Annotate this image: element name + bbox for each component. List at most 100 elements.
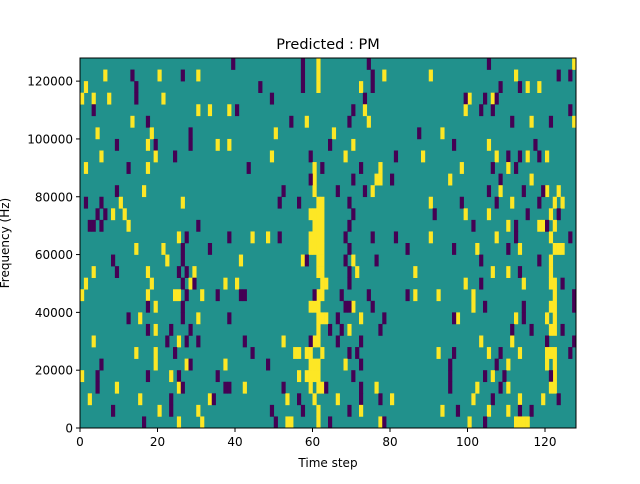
heatmap-cell-yellow bbox=[506, 381, 511, 394]
heatmap-cell-purple bbox=[277, 231, 282, 244]
heatmap-cell-yellow bbox=[304, 370, 309, 383]
heatmap-cell-yellow bbox=[200, 289, 205, 302]
heatmap-cell-yellow bbox=[184, 358, 189, 371]
heatmap-cell-yellow bbox=[316, 358, 321, 371]
heatmap-cell-yellow bbox=[316, 208, 321, 221]
heatmap-cell-yellow bbox=[506, 404, 511, 417]
heatmap-cell-purple bbox=[537, 196, 542, 209]
heatmap-cell-yellow bbox=[312, 393, 317, 406]
heatmap-cell-yellow bbox=[355, 266, 360, 278]
heatmap-cell-yellow bbox=[266, 231, 271, 244]
heatmap-cell-purple bbox=[343, 254, 348, 267]
heatmap-cell-yellow bbox=[227, 138, 232, 151]
heatmap-cell-yellow bbox=[510, 196, 515, 209]
heatmap-cell-yellow bbox=[153, 358, 158, 371]
heatmap-cell-yellow bbox=[552, 289, 557, 302]
heatmap-cell-purple bbox=[378, 393, 383, 406]
heatmap-cell-purple bbox=[134, 81, 139, 93]
heatmap-cell-yellow bbox=[548, 208, 554, 221]
heatmap-cell-yellow bbox=[316, 289, 321, 302]
heatmap-cell-yellow bbox=[312, 300, 317, 313]
heatmap-cell-purple bbox=[452, 347, 457, 359]
heatmap-cell-purple bbox=[180, 381, 185, 394]
heatmap-cell-purple bbox=[227, 231, 232, 244]
heatmap-cell-yellow bbox=[308, 381, 313, 394]
heatmap-cell-yellow bbox=[180, 196, 185, 209]
heatmap-cell-purple bbox=[506, 243, 511, 255]
heatmap-cell-yellow bbox=[413, 289, 418, 302]
heatmap-cell-yellow bbox=[552, 323, 557, 336]
heatmap-cell-purple bbox=[347, 219, 352, 232]
heatmap-cell-purple bbox=[362, 92, 368, 105]
heatmap-cell-purple bbox=[180, 300, 185, 313]
heatmap-cell-purple bbox=[556, 393, 561, 406]
heatmap-cell-yellow bbox=[316, 219, 321, 232]
heatmap-cell-purple bbox=[494, 358, 499, 371]
heatmap-cell-purple bbox=[269, 404, 275, 417]
heatmap-cell-purple bbox=[370, 69, 375, 82]
x-tick-label: 100 bbox=[456, 435, 479, 449]
heatmap-cell-yellow bbox=[467, 92, 472, 105]
heatmap-cell-purple bbox=[83, 196, 89, 209]
heatmap-cell-yellow bbox=[548, 254, 554, 267]
heatmap-cell-yellow bbox=[91, 92, 96, 105]
heatmap-cell-yellow bbox=[552, 219, 557, 232]
heatmap-cell-yellow bbox=[541, 219, 546, 232]
heatmap-cell-purple bbox=[95, 208, 100, 221]
heatmap-cell-purple bbox=[483, 92, 488, 105]
heatmap-cell-yellow bbox=[176, 335, 182, 348]
heatmap-cell-yellow bbox=[521, 416, 526, 429]
heatmap-cell-yellow bbox=[285, 393, 290, 406]
heatmap-cell-purple bbox=[498, 381, 503, 394]
heatmap-cell-purple bbox=[529, 404, 534, 417]
heatmap-cell-yellow bbox=[107, 92, 112, 105]
heatmap-cell-purple bbox=[87, 219, 92, 232]
heatmap-cell-purple bbox=[483, 300, 488, 313]
heatmap-cell-yellow bbox=[324, 277, 329, 290]
heatmap-cell-purple bbox=[510, 115, 515, 128]
heatmap-cell-purple bbox=[452, 312, 457, 325]
heatmap-cell-yellow bbox=[510, 335, 515, 348]
heatmap-cell-purple bbox=[324, 381, 329, 394]
heatmap-cell-yellow bbox=[308, 347, 313, 359]
heatmap-cell-yellow bbox=[250, 231, 255, 244]
heatmap-cell-purple bbox=[184, 335, 189, 348]
heatmap-cell-yellow bbox=[238, 254, 244, 267]
heatmap-cell-purple bbox=[273, 416, 278, 429]
heatmap-cell-yellow bbox=[312, 335, 317, 348]
heatmap-cell-yellow bbox=[176, 289, 182, 302]
heatmap-cell-purple bbox=[145, 300, 151, 313]
heatmap-cell-purple bbox=[572, 300, 577, 313]
heatmap-cell-yellow bbox=[196, 404, 201, 417]
heatmap-cell-yellow bbox=[165, 254, 170, 267]
axes-frame bbox=[79, 57, 577, 429]
heatmap-cell-purple bbox=[486, 58, 492, 70]
heatmap-cell-yellow bbox=[196, 312, 201, 325]
heatmap-cell-yellow bbox=[293, 347, 298, 359]
heatmap-cell-yellow bbox=[320, 289, 325, 302]
heatmap-cell-yellow bbox=[463, 277, 468, 290]
heatmap-cell-yellow bbox=[87, 393, 92, 406]
heatmap-cell-yellow bbox=[207, 393, 213, 406]
heatmap-cell-yellow bbox=[142, 185, 147, 198]
heatmap-cell-purple bbox=[180, 312, 185, 325]
heatmap-cell-yellow bbox=[560, 196, 565, 209]
heatmap-cell-yellow bbox=[145, 138, 151, 151]
heatmap-cell-purple bbox=[533, 138, 538, 151]
heatmap-cell-yellow bbox=[134, 347, 139, 359]
heatmap-cell-purple bbox=[556, 208, 561, 221]
heatmap-cell-yellow bbox=[548, 266, 554, 278]
heatmap-cell-yellow bbox=[316, 254, 321, 267]
heatmap-cell-yellow bbox=[548, 381, 554, 394]
heatmap-cell-yellow bbox=[572, 58, 577, 70]
heatmap-cell-yellow bbox=[366, 115, 371, 128]
heatmap-cell-purple bbox=[347, 115, 352, 128]
heatmap-cell-purple bbox=[486, 185, 492, 198]
heatmap-cell-purple bbox=[471, 219, 476, 232]
heatmap-cell-yellow bbox=[506, 358, 511, 371]
heatmap-cell-purple bbox=[525, 208, 530, 221]
heatmap-cell-yellow bbox=[316, 58, 321, 70]
heatmap-cell-purple bbox=[448, 370, 453, 383]
heatmap-cell-purple bbox=[114, 138, 120, 151]
heatmap-cell-yellow bbox=[541, 393, 546, 406]
